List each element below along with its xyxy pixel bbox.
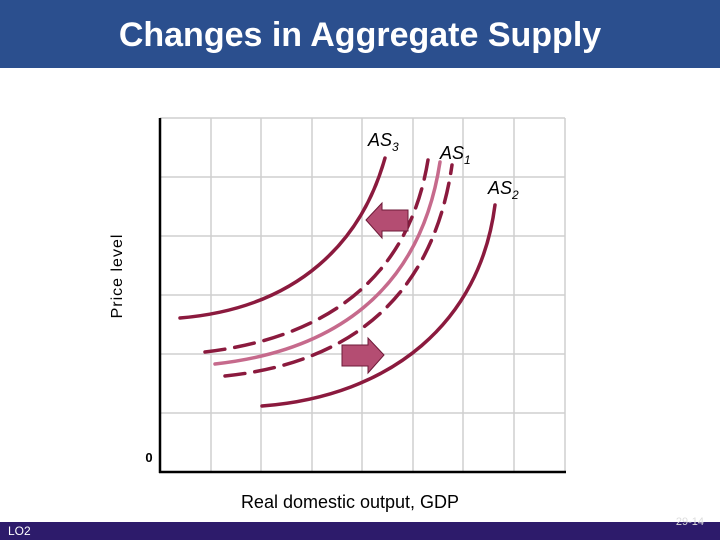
text: 2 [511,188,519,202]
shift-left-arrow [365,201,409,240]
curve-label: AS3 [367,130,399,154]
as3-curve [178,156,387,320]
title: Changes in Aggregate Supply [119,16,601,54]
text: AS [367,130,392,150]
as2-curve [260,203,497,408]
y-axis-label: Price level [109,234,126,319]
text: 3 [392,140,399,154]
curves [178,156,497,408]
as1-curve [213,160,442,366]
page-number: 29-14 [676,516,704,528]
text: AS [487,178,512,198]
as1-dashed-upper [203,158,430,354]
curve-label: AS2 [487,178,519,202]
as1-dashed-lower [223,163,454,378]
origin-label: 0 [145,450,152,465]
grid [160,117,566,472]
text: AS [439,143,464,163]
curve-label: AS1 [439,143,471,167]
footer-bar [0,522,720,540]
text: 1 [464,153,471,167]
x-axis-label: Real domestic output, GDP [241,492,459,512]
learning-objective: LO2 [8,524,31,538]
header-bar [0,0,720,68]
shift-right-arrow [341,336,385,375]
